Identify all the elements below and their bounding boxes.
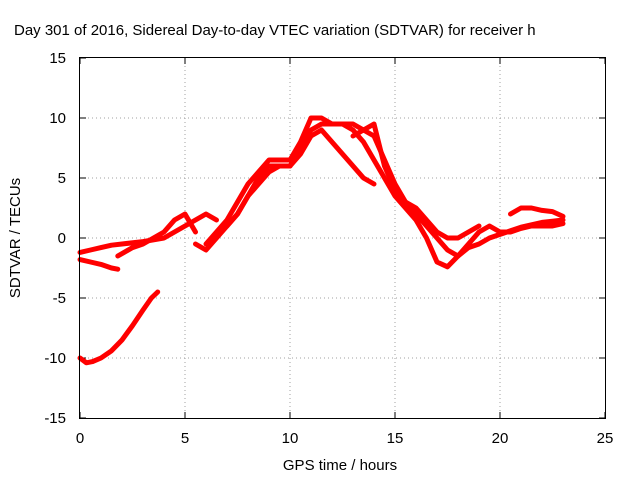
y-tick-label: 15 xyxy=(49,50,66,67)
y-tick-label: -15 xyxy=(44,410,66,427)
series-arc-8 xyxy=(287,127,377,187)
plot-frame xyxy=(79,57,606,419)
series-arc-6 xyxy=(203,115,566,270)
series-layer xyxy=(77,115,566,366)
y-tick-label: 0 xyxy=(58,230,66,247)
x-tick-label: 15 xyxy=(387,430,404,447)
x-tick-label: 0 xyxy=(76,430,84,447)
x-axis-label: GPS time / hours xyxy=(283,457,397,474)
y-tick-label: -10 xyxy=(44,350,66,367)
y-axis-label: SDTVAR / TECUs xyxy=(7,178,24,298)
y-tick-label: -5 xyxy=(53,290,66,307)
y-tick-label: 10 xyxy=(49,110,66,127)
series-arc-2 xyxy=(77,257,121,272)
series-arc-9 xyxy=(350,121,482,241)
axes: 0 5 10 15 20 25 15 10 5 0 -5 -10 -15 xyxy=(44,50,613,447)
x-tick-label: 10 xyxy=(282,430,299,447)
series-arc-4 xyxy=(77,289,161,366)
x-tick-label: 20 xyxy=(492,430,509,447)
series-arc-10 xyxy=(508,205,566,219)
grid xyxy=(80,58,605,418)
x-tick-label: 5 xyxy=(181,430,189,447)
y-tick-label: 5 xyxy=(58,170,66,187)
chart-title: Day 301 of 2016, Sidereal Day-to-day VTE… xyxy=(14,22,536,39)
series-arc-3 xyxy=(115,211,198,259)
x-tick-label: 25 xyxy=(597,430,614,447)
